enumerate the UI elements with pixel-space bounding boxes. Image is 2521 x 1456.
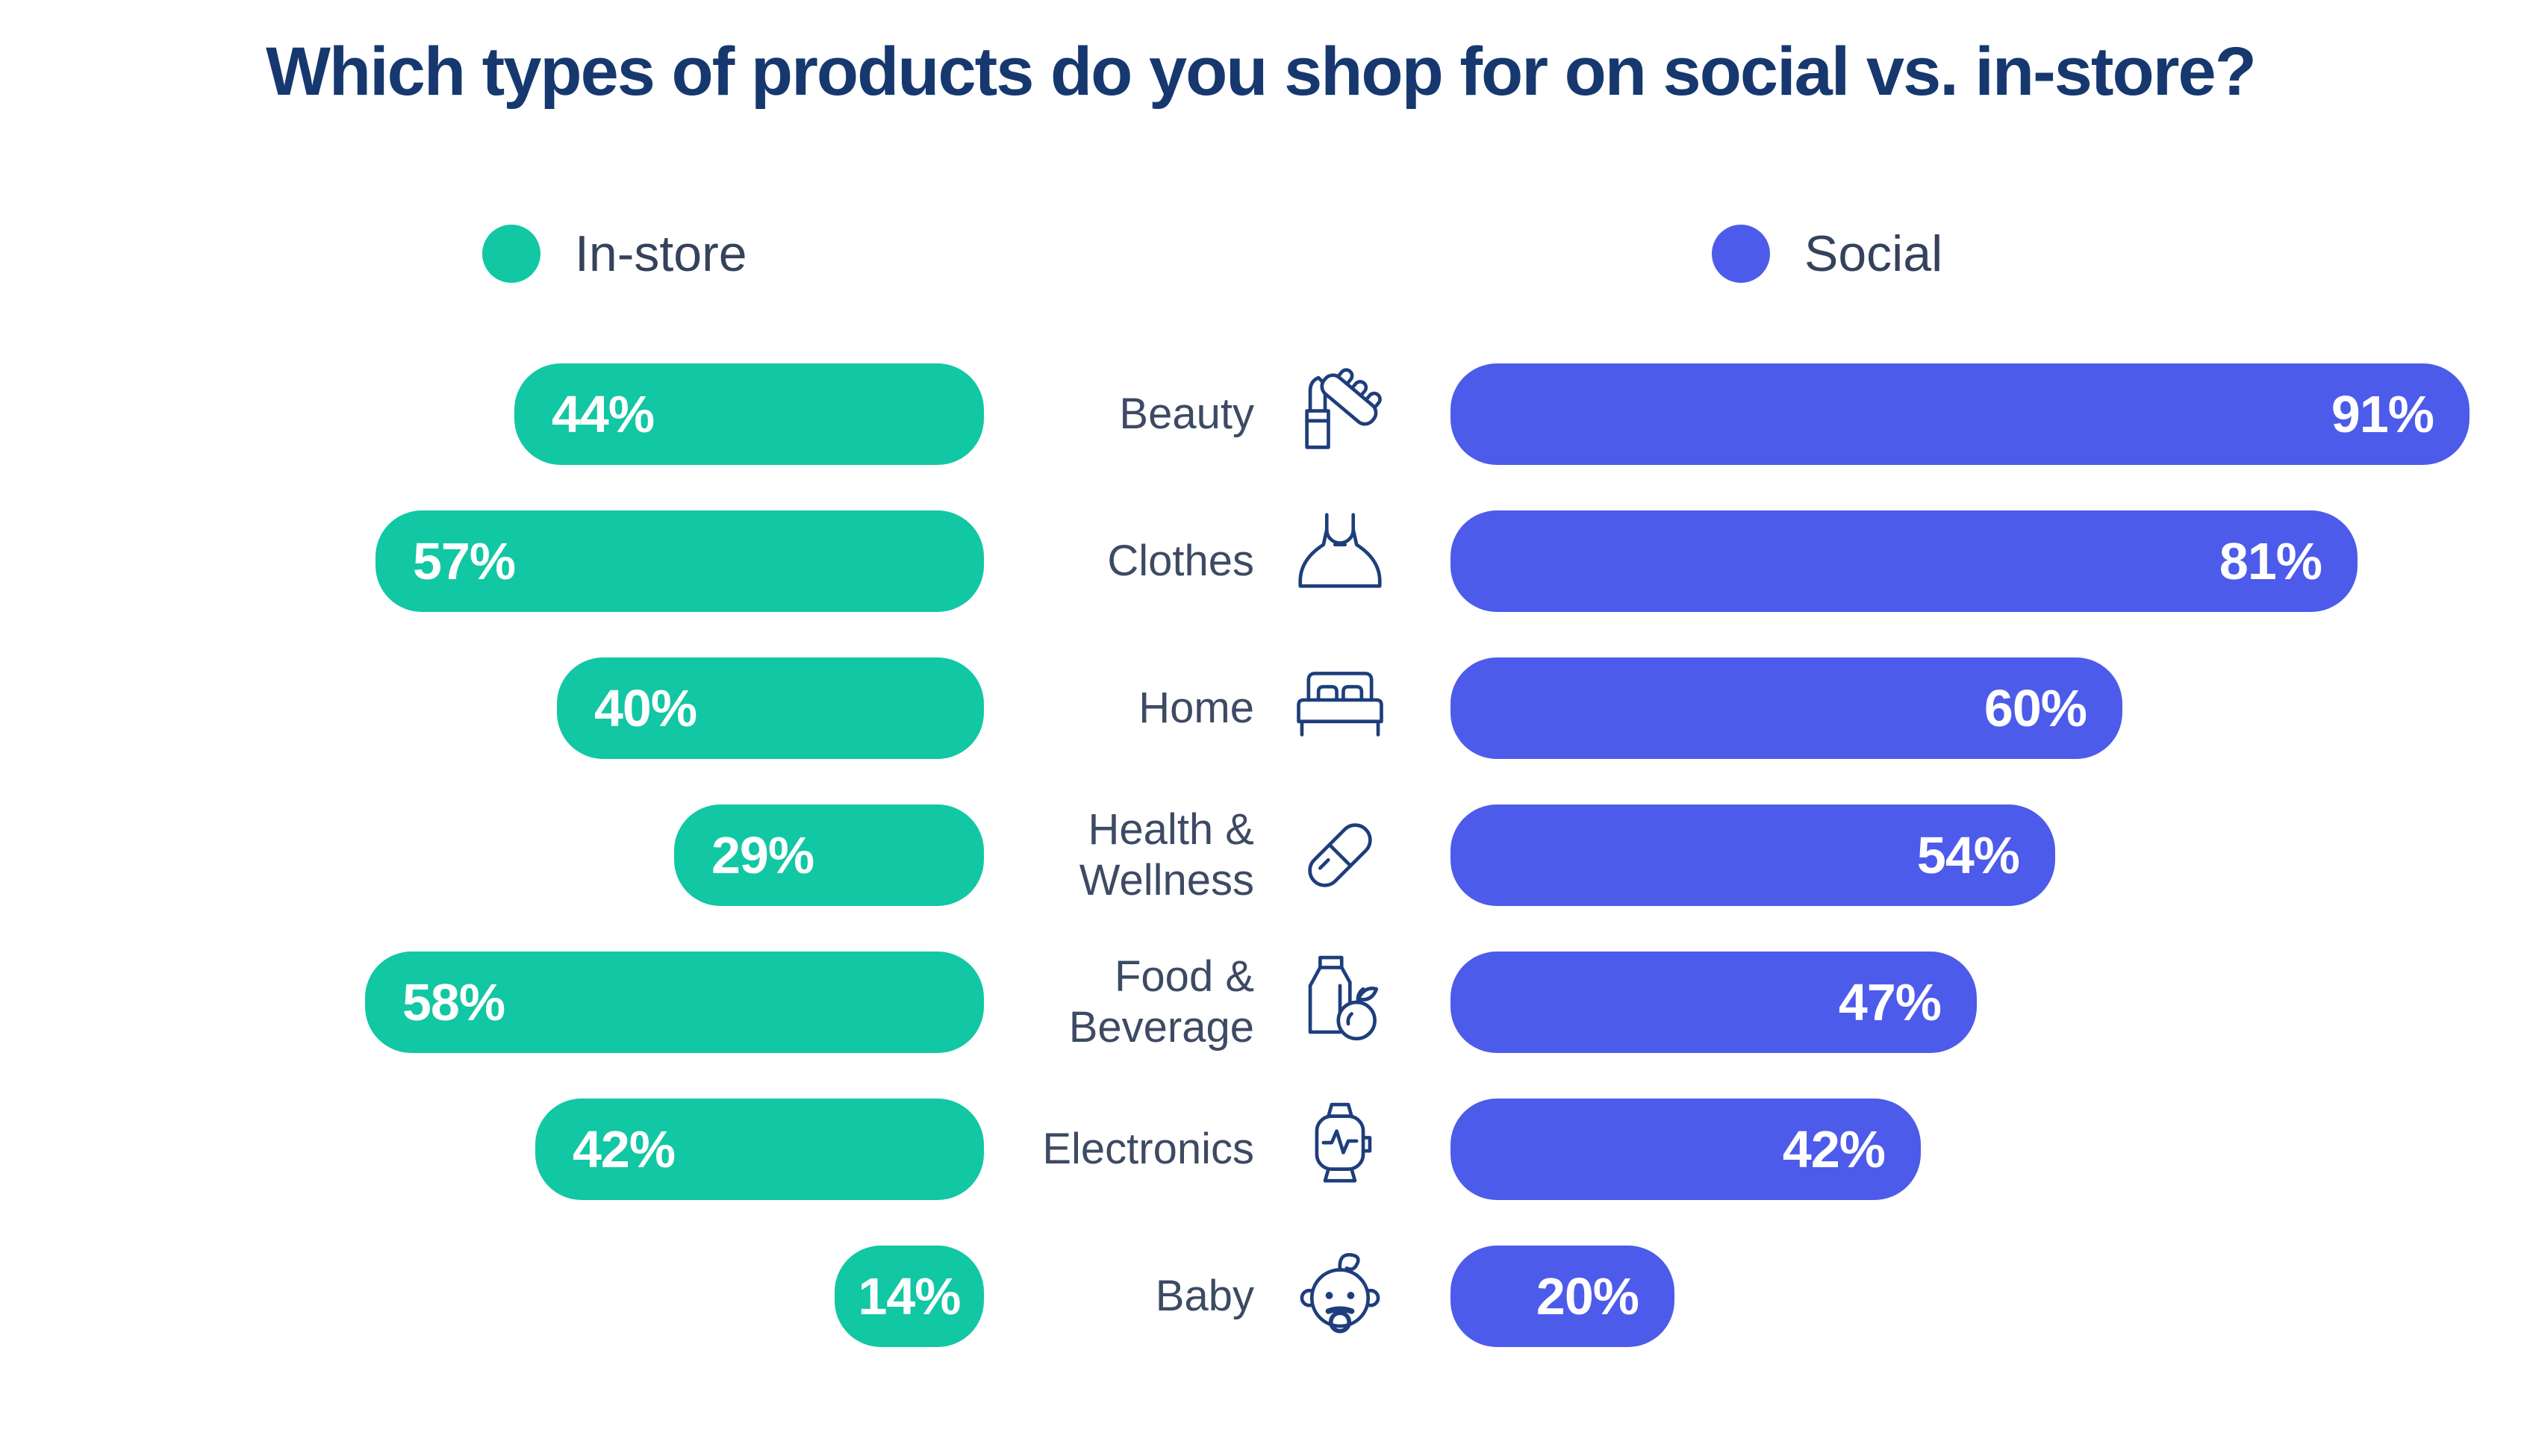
instore-bar-value: 58% <box>402 972 505 1031</box>
baby-icon <box>1284 1237 1396 1356</box>
social-bar: 60% <box>1450 657 2122 759</box>
instore-bar-value: 44% <box>552 384 655 443</box>
legend-instore-label: In-store <box>575 225 747 282</box>
instore-bar-value: 40% <box>594 678 697 737</box>
dress-icon <box>1284 502 1396 621</box>
instore-bar: 58% <box>365 951 984 1053</box>
social-bar-value: 20% <box>1536 1266 1639 1325</box>
legend-social: Social <box>1712 222 1942 285</box>
instore-bar-value: 29% <box>711 825 814 884</box>
lipstick-comb-icon <box>1284 354 1396 474</box>
social-bar-value: 91% <box>2331 384 2434 443</box>
social-bar: 81% <box>1450 510 2358 612</box>
pill-icon <box>1284 796 1396 915</box>
category-row-baby: 14% Baby 20% <box>0 1222 2521 1369</box>
social-bar-value: 54% <box>1916 825 2020 884</box>
chart-rows: 44% Beauty 91 <box>0 340 2521 1369</box>
category-row-clothes: 57% Clothes 81% <box>0 487 2521 634</box>
bed-icon <box>1284 649 1396 768</box>
instore-bar-value: 57% <box>413 531 516 590</box>
category-row-food-beverage: 58% Food & Beverage 47% <box>0 928 2521 1075</box>
instore-bar: 44% <box>514 363 984 465</box>
social-bar-value: 81% <box>2219 531 2322 590</box>
category-label: Health & Wellness <box>1079 805 1254 904</box>
social-bar: 20% <box>1450 1245 1674 1347</box>
category-row-home: 40% Home 60% <box>0 634 2521 781</box>
legend-instore: In-store <box>482 222 747 285</box>
instore-bar: 29% <box>674 804 984 906</box>
social-bar: 54% <box>1450 804 2055 906</box>
instore-bar: 42% <box>535 1098 984 1200</box>
instore-bar: 57% <box>375 510 984 612</box>
grocery-icon <box>1284 943 1396 1062</box>
instore-bar: 40% <box>557 657 984 759</box>
instore-bar-value: 42% <box>573 1119 676 1178</box>
instore-bar-value: 14% <box>858 1266 961 1325</box>
social-bar-value: 47% <box>1838 972 1942 1031</box>
social-bar: 91% <box>1450 363 2469 465</box>
smartwatch-icon <box>1284 1090 1396 1209</box>
social-bar-value: 42% <box>1782 1119 1886 1178</box>
instore-bar: 14% <box>835 1245 984 1347</box>
category-label: Beauty <box>1119 389 1254 438</box>
category-label: Electronics <box>1042 1124 1254 1173</box>
category-label: Baby <box>1155 1271 1254 1320</box>
category-row-electronics: 42% Electronics 42% <box>0 1075 2521 1222</box>
social-bar: 42% <box>1450 1098 1921 1200</box>
legend-instore-swatch <box>482 225 540 283</box>
legend-social-label: Social <box>1804 225 1943 282</box>
category-row-health-wellness: 29% Health & Wellness 54% <box>0 781 2521 928</box>
category-label: Food & Beverage <box>1068 952 1254 1052</box>
page-title: Which types of products do you shop for … <box>266 34 2257 110</box>
category-label: Clothes <box>1107 536 1254 585</box>
social-bar-value: 60% <box>1984 678 2087 737</box>
social-bar: 47% <box>1450 951 1977 1053</box>
legend-social-swatch <box>1712 225 1770 283</box>
category-label: Home <box>1138 683 1254 732</box>
category-row-beauty: 44% Beauty 91 <box>0 340 2521 487</box>
